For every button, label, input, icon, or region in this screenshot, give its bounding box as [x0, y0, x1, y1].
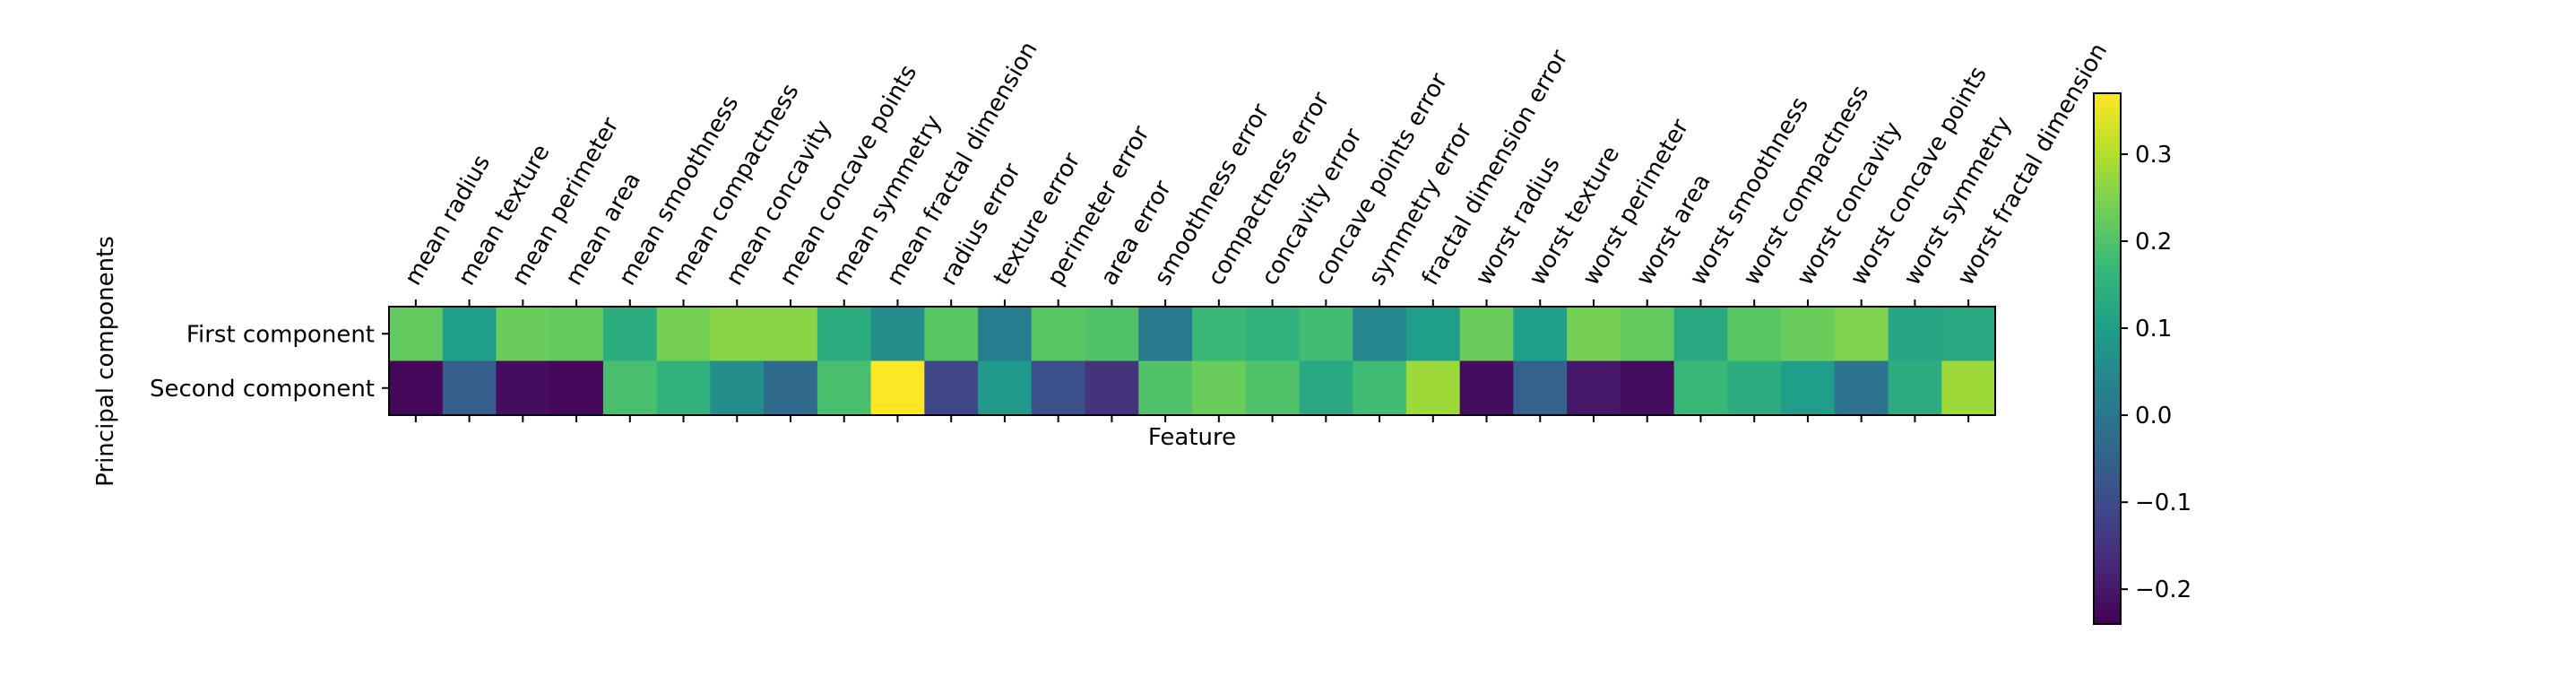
heatmap-cell [549, 360, 604, 416]
heatmap-cell [442, 307, 497, 362]
heatmap-cell [496, 360, 550, 416]
heatmap-cell [442, 360, 497, 416]
heatmap-cell [710, 307, 765, 362]
heatmap-cell [389, 307, 444, 362]
heatmap-cell [656, 360, 711, 416]
heatmap-cell [549, 307, 604, 362]
heatmap-cell [1620, 360, 1675, 416]
heatmap-cell [1459, 307, 1514, 362]
heatmap-cell [1781, 360, 1836, 416]
colorbar-tick-label: 0.3 [2135, 142, 2172, 169]
heatmap-cell [870, 360, 925, 416]
heatmap-cell [1085, 360, 1139, 416]
heatmap-cell [1031, 360, 1086, 416]
colorbar-tick-label: 0.2 [2135, 229, 2172, 256]
heatmap-cell [1085, 307, 1139, 362]
heatmap-cell [1673, 307, 1728, 362]
heatmap-cell [1513, 360, 1568, 416]
row-label: First component [186, 321, 375, 348]
colorbar-tick-label: 0.0 [2135, 403, 2172, 429]
heatmap-cell [764, 307, 818, 362]
row-labels: First component Second component [150, 321, 389, 403]
heatmap-cell [1299, 360, 1353, 416]
row-label: Second component [150, 376, 375, 403]
heatmap-cell [656, 307, 711, 362]
heatmap-cell [1834, 360, 1889, 416]
heatmap-cell [1888, 307, 1942, 362]
heatmap-cell [1353, 360, 1407, 416]
heatmap-cell [1567, 307, 1621, 362]
heatmap-cell [1513, 307, 1568, 362]
heatmap-cell [1192, 360, 1247, 416]
heatmap-cell [1834, 307, 1889, 362]
heatmap-cell [1299, 307, 1353, 362]
colorbar: −0.2 −0.1 0.0 0.1 0.2 0.3 [2093, 92, 2191, 625]
heatmap-cell [978, 307, 1033, 362]
heatmap-frame [388, 306, 1996, 416]
colorbar-tick-label: −0.2 [2135, 577, 2191, 603]
heatmap-cell [1138, 360, 1193, 416]
heatmap-cell [389, 360, 444, 416]
x-axis-label: Feature [1148, 424, 1236, 451]
heatmap-cell [1727, 360, 1782, 416]
heatmap-cells [389, 307, 1996, 416]
heatmap-cell [1405, 307, 1461, 362]
heatmap-cell [496, 307, 550, 362]
heatmap-cell [1888, 360, 1942, 416]
heatmap-cell [1727, 307, 1782, 362]
heatmap-cell [1673, 360, 1728, 416]
heatmap-cell [1245, 307, 1301, 362]
heatmap-cell [710, 360, 765, 416]
heatmap-cell [817, 307, 872, 362]
colorbar-gradient [2093, 92, 2122, 625]
heatmap-cell [1192, 307, 1247, 362]
heatmap-cell [817, 360, 872, 416]
heatmap-cell [924, 360, 979, 416]
heatmap-cell [1031, 307, 1086, 362]
heatmap-cell [1941, 307, 1996, 362]
heatmap-cell [1620, 307, 1675, 362]
heatmap-cell [602, 360, 658, 416]
heatmap-cell [764, 360, 818, 416]
heatmap-cell [1781, 307, 1836, 362]
heatmap-cell [1459, 360, 1514, 416]
heatmap-cell [1138, 307, 1193, 362]
heatmap-cell [870, 307, 925, 362]
colorbar-tick-label: 0.1 [2135, 316, 2172, 342]
heatmap-cell [1941, 360, 1996, 416]
heatmap-cell [1405, 360, 1461, 416]
colorbar-tick-label: −0.1 [2135, 490, 2191, 516]
heatmap-cell [924, 307, 979, 362]
heatmap-cell [1245, 360, 1301, 416]
heatmap-cell [978, 360, 1033, 416]
y-axis-label: Principal components [92, 236, 119, 487]
heatmap-cell [602, 307, 658, 362]
heatmap-cell [1567, 360, 1621, 416]
heatmap-cell [1353, 307, 1407, 362]
